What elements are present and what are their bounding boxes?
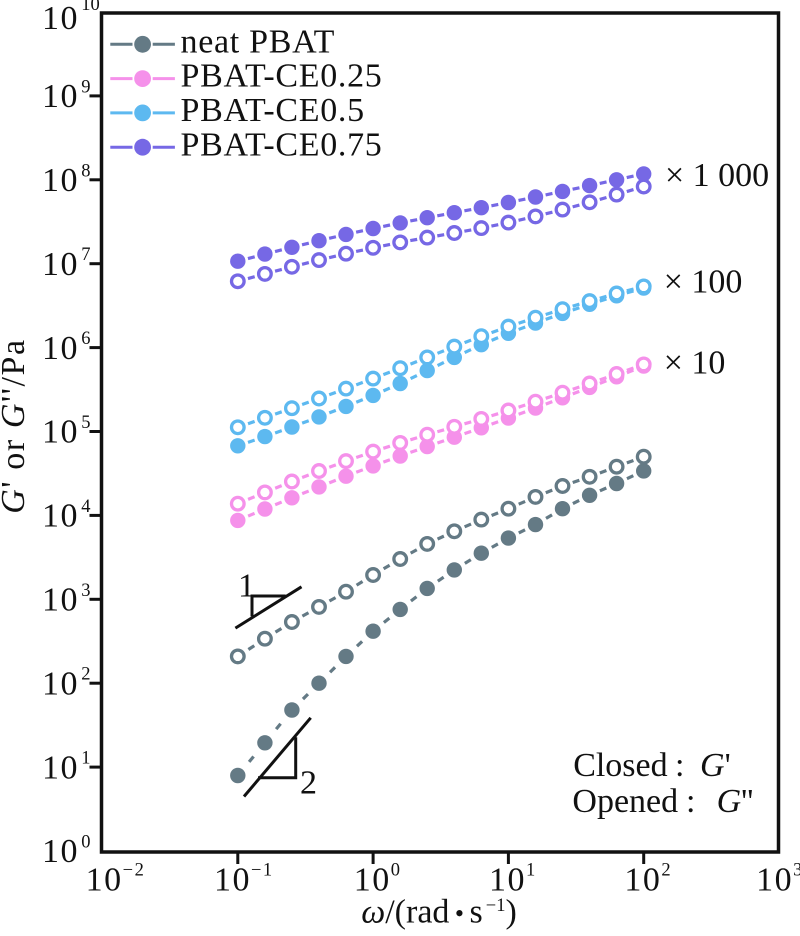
svg-text:103: 103: [756, 861, 800, 899]
svg-text:× 10: × 10: [664, 345, 726, 382]
svg-text:neat PBAT: neat PBAT: [181, 23, 336, 60]
svg-text:10: 10: [42, 246, 79, 283]
svg-text::: :: [675, 747, 684, 784]
svg-text:10: 10: [42, 665, 79, 702]
svg-text:Closed: Closed: [573, 747, 667, 784]
svg-text:G'': G'': [717, 783, 754, 820]
svg-text:PBAT-CE0.5: PBAT-CE0.5: [181, 92, 365, 129]
svg-text:2: 2: [300, 765, 317, 802]
svg-text:0: 0: [81, 833, 90, 853]
svg-text:Opened: Opened: [572, 783, 678, 820]
svg-text:G' or G''/Pa: G' or G''/Pa: [0, 338, 32, 513]
svg-text:× 100: × 100: [664, 263, 743, 300]
svg-text:10: 10: [42, 833, 79, 870]
svg-text:10: 10: [42, 414, 79, 451]
svg-text:10−2: 10−2: [86, 861, 146, 899]
svg-text:6: 6: [81, 329, 90, 349]
svg-text:9: 9: [81, 77, 90, 97]
svg-text:2: 2: [81, 665, 90, 685]
svg-text:5: 5: [81, 413, 90, 433]
svg-text:8: 8: [81, 161, 90, 181]
svg-text:G': G': [700, 747, 731, 784]
svg-text:7: 7: [81, 245, 90, 265]
svg-text:10: 10: [42, 0, 79, 37]
svg-text:3: 3: [81, 581, 90, 601]
svg-text:10: 10: [42, 330, 79, 367]
svg-text:PBAT-CE0.75: PBAT-CE0.75: [181, 126, 383, 163]
svg-text:1: 1: [238, 567, 255, 604]
svg-text:10: 10: [42, 749, 79, 786]
svg-text:10: 10: [42, 78, 79, 115]
svg-text:PBAT-CE0.25: PBAT-CE0.25: [181, 58, 383, 95]
svg-text:10: 10: [42, 162, 79, 199]
svg-text:× 1 000: × 1 000: [665, 157, 769, 194]
svg-text:10: 10: [42, 498, 79, 535]
svg-text:10: 10: [42, 582, 79, 619]
svg-text:4: 4: [81, 497, 90, 517]
svg-text::: :: [686, 783, 695, 820]
svg-text:10: 10: [81, 0, 100, 15]
svg-text:ω/(rad•s−1): ω/(rad • s −1): [361, 894, 517, 931]
svg-text:1: 1: [81, 749, 90, 769]
